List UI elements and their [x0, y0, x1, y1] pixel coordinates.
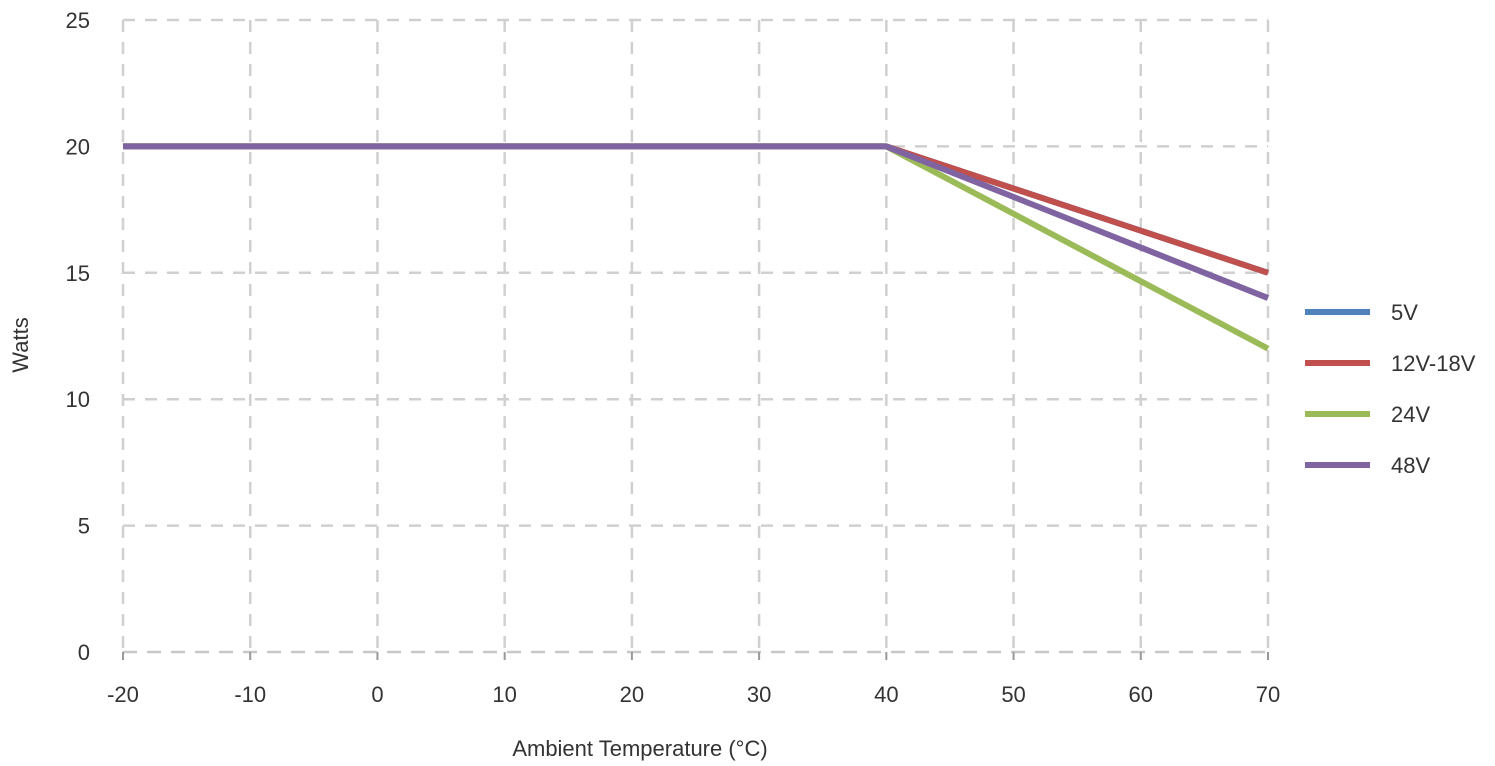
series-line-2 [123, 143, 1270, 352]
x-axis-ticks: -20 -10 0 10 20 30 40 50 60 70 [107, 652, 1280, 707]
legend-label-3: 48V [1391, 453, 1430, 478]
y-tick-label-2: 10 [66, 387, 90, 412]
x-tick-label-8: 60 [1129, 682, 1153, 707]
y-axis-ticks: 0 5 10 15 20 25 [66, 8, 90, 665]
legend-label-1: 12V-18V [1391, 351, 1476, 376]
x-tick-label-9: 70 [1256, 682, 1280, 707]
y-tick-label-3: 15 [66, 261, 90, 286]
series-line-3 [123, 143, 1270, 301]
y-tick-label-4: 20 [66, 134, 90, 159]
series-line-1 [123, 143, 1269, 276]
x-tick-label-0: -20 [107, 682, 139, 707]
y-tick-label-0: 0 [78, 640, 90, 665]
y-tick-label-5: 25 [66, 8, 90, 33]
x-tick-label-6: 40 [874, 682, 898, 707]
legend-label-2: 24V [1391, 402, 1430, 427]
y-tick-label-1: 5 [78, 514, 90, 539]
series-line-0 [123, 143, 1269, 276]
series-lines [123, 143, 1270, 352]
legend-label-0: 5V [1391, 300, 1418, 325]
x-tick-label-4: 20 [620, 682, 644, 707]
x-axis-title: Ambient Temperature (°C) [512, 736, 767, 761]
x-tick-label-2: 0 [371, 682, 383, 707]
x-tick-label-5: 30 [747, 682, 771, 707]
x-tick-label-7: 50 [1001, 682, 1025, 707]
grid [121, 18, 1270, 654]
legend: 5V 12V-18V 24V 48V [1305, 300, 1476, 478]
x-tick-label-1: -10 [234, 682, 266, 707]
x-tick-label-3: 10 [492, 682, 516, 707]
y-axis-title: Watts [8, 317, 33, 372]
